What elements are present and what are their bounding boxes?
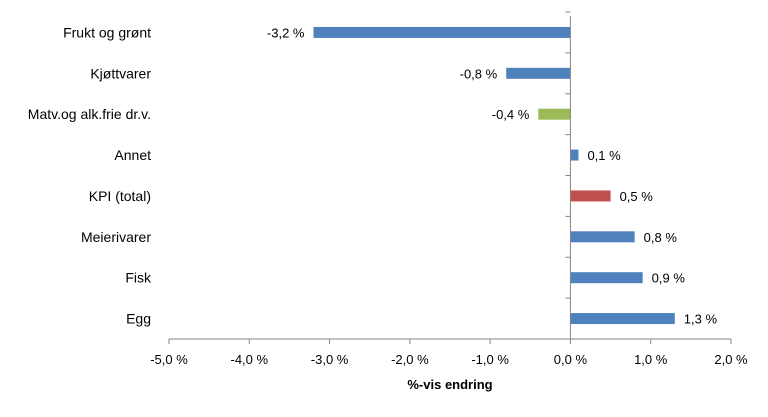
bar	[570, 190, 611, 202]
x-axis-title: %-vis endring	[407, 377, 492, 392]
data-label: -0,4 %	[492, 107, 530, 122]
data-label: 0,1 %	[587, 148, 621, 163]
category-label: Egg	[126, 311, 151, 327]
category-labels: Frukt og grønt Kjøttvarer Matv.og alk.frie…	[28, 24, 152, 326]
data-labels: -3,2 % -0,8 % -0,4 % 0,1 % 0,5 % 0,8 % 0,9 % 1,…	[267, 25, 718, 326]
category-label: KPI (total)	[89, 188, 151, 204]
x-tick-label: -2,0 %	[391, 352, 429, 367]
data-label: -3,2 %	[267, 25, 305, 40]
category-label: Kjøttvarer	[90, 65, 151, 81]
bar	[570, 149, 579, 161]
bar	[313, 26, 571, 38]
data-label: 1,3 %	[684, 312, 718, 327]
x-tick-label: 1,0 %	[634, 352, 668, 367]
category-label: Meierivarer	[81, 229, 151, 245]
x-tick-label: -1,0 %	[471, 352, 509, 367]
category-label: Fisk	[125, 270, 152, 286]
x-tick-label: -5,0 %	[150, 352, 188, 367]
category-label: Annet	[114, 147, 151, 163]
data-label: -0,8 %	[460, 66, 498, 81]
bars	[313, 26, 675, 325]
data-label: 0,8 %	[644, 230, 678, 245]
x-tick-label: 2,0 %	[714, 352, 748, 367]
category-label: Matv.og alk.frie dr.v.	[28, 106, 151, 122]
x-tick-label: -4,0 %	[230, 352, 268, 367]
x-tick-label: 0,0 %	[554, 352, 588, 367]
x-tick-label: -3,0 %	[311, 352, 349, 367]
bar	[506, 67, 571, 79]
bar	[570, 313, 675, 325]
bar	[538, 108, 571, 120]
bar	[570, 272, 643, 284]
category-label: Frukt og grønt	[63, 24, 151, 40]
x-tick-labels: -5,0 % -4,0 % -3,0 % -2,0 % -1,0 % 0,0 % 1,0 %…	[150, 352, 748, 367]
bar	[570, 231, 635, 243]
data-label: 0,5 %	[620, 189, 654, 204]
axes	[168, 11, 732, 344]
data-label: 0,9 %	[652, 271, 686, 286]
